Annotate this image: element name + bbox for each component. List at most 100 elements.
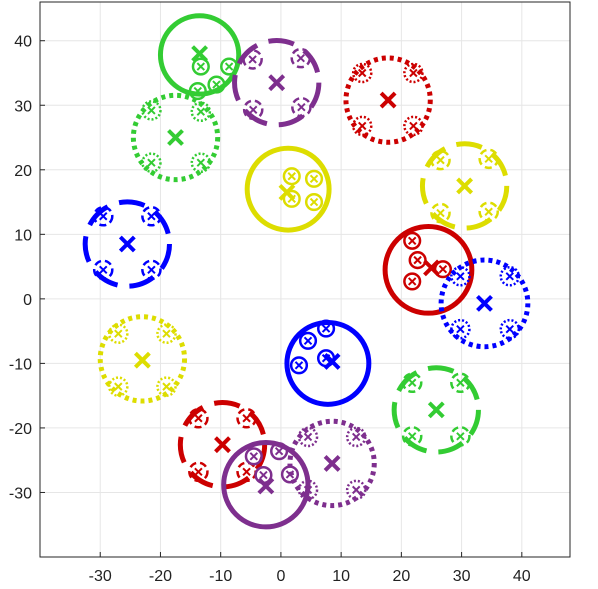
sub-center-marker-2 xyxy=(456,378,465,387)
x-tick-label-2: -10 xyxy=(209,568,232,585)
sub-center-marker-1 xyxy=(114,329,123,338)
sub-circle-2 xyxy=(403,62,424,84)
sub-center-marker-1 xyxy=(194,414,203,423)
sub-center-marker-1 xyxy=(456,272,465,281)
sub-circle-1 xyxy=(430,149,451,171)
sub-circle-3 xyxy=(282,189,301,208)
cluster-center-marker xyxy=(133,351,151,369)
sub-circle-4 xyxy=(478,201,499,223)
sub-center-marker-2 xyxy=(147,212,156,221)
sub-circle-2 xyxy=(304,169,324,188)
sub-center-marker-4 xyxy=(162,382,171,391)
cluster-3 xyxy=(343,55,433,145)
sub-circle-3 xyxy=(242,99,264,121)
sub-circle-1 xyxy=(282,167,301,186)
sub-center-marker-2 xyxy=(274,446,284,456)
cluster-10 xyxy=(97,314,188,404)
sub-circle-1 xyxy=(242,49,263,70)
sub-center-marker-4 xyxy=(351,485,361,495)
sub-center-marker-4 xyxy=(147,265,156,275)
sub-center-marker-1 xyxy=(303,336,313,346)
y-tick-label-2: -10 xyxy=(9,356,32,373)
cluster-center-marker xyxy=(257,477,275,495)
cluster-12 xyxy=(391,365,481,455)
sub-center-marker-4 xyxy=(505,324,514,334)
sub-circle-1 xyxy=(297,426,319,448)
sub-circle-3 xyxy=(450,318,471,340)
sub-circle-1 xyxy=(92,205,114,227)
sub-circle-1 xyxy=(244,447,263,466)
sub-circle-4 xyxy=(141,259,162,281)
y-axis-ticks: -30 -20 -10 0 10 20 30 40 xyxy=(9,34,45,502)
sub-center-marker-2 xyxy=(212,80,221,89)
sub-circle-4 xyxy=(156,376,177,397)
x-tick-label-1: -20 xyxy=(149,568,172,585)
sub-circle-2 xyxy=(270,442,289,461)
cluster-circle xyxy=(343,55,433,145)
cluster-center-marker xyxy=(323,353,341,370)
cluster-circle xyxy=(391,365,481,455)
cluster-5 xyxy=(244,145,332,233)
sub-center-marker-1 xyxy=(407,236,417,245)
y-tick-label-0: -30 xyxy=(9,485,32,502)
cluster-center-marker xyxy=(191,45,209,63)
sub-circle-4 xyxy=(188,81,207,101)
sub-circle-2 xyxy=(141,205,162,227)
sub-center-marker-4 xyxy=(193,86,203,96)
sub-circle-1 xyxy=(141,100,162,121)
sub-circle-1 xyxy=(191,57,210,76)
sub-center-marker-4 xyxy=(438,264,448,274)
cluster-2 xyxy=(232,38,322,128)
sub-center-marker-3 xyxy=(358,121,367,131)
grid-lines xyxy=(40,2,570,557)
cluster-circle xyxy=(97,314,188,404)
cluster-7 xyxy=(82,199,172,289)
sub-center-marker-3 xyxy=(224,62,234,71)
y-tick-label-3: 0 xyxy=(23,292,32,309)
cluster-circle xyxy=(438,257,531,350)
sub-center-marker-3 xyxy=(114,382,123,391)
sub-center-marker-3 xyxy=(248,105,258,114)
cluster-9 xyxy=(438,257,531,350)
sub-circle-4 xyxy=(450,426,471,447)
cluster-center-marker xyxy=(456,177,474,195)
sub-circle-3 xyxy=(351,115,373,137)
sub-circle-4 xyxy=(499,318,521,340)
y-tick-label-6: 30 xyxy=(14,98,32,115)
sub-circle-1 xyxy=(403,231,422,250)
sub-center-marker-1 xyxy=(407,378,417,387)
cluster-8 xyxy=(382,223,475,316)
sub-center-marker-1 xyxy=(358,68,367,78)
sub-circle-4 xyxy=(289,356,309,375)
sub-center-marker-4 xyxy=(294,361,304,370)
sub-center-marker-4 xyxy=(456,432,465,441)
cluster-circle xyxy=(82,199,172,289)
sub-circle-3 xyxy=(430,202,451,224)
sub-circle-1 xyxy=(298,331,318,350)
cluster-circle xyxy=(244,145,332,233)
sub-circle-1 xyxy=(450,265,471,287)
sub-center-marker-3 xyxy=(259,470,268,480)
sub-circle-2 xyxy=(236,407,257,429)
cluster-marks xyxy=(82,13,531,530)
sub-center-marker-3 xyxy=(407,432,417,441)
sub-center-marker-1 xyxy=(249,452,259,461)
sub-circle-4 xyxy=(280,465,300,484)
sub-center-marker-1 xyxy=(248,55,257,64)
sub-center-marker-2 xyxy=(296,53,305,63)
sub-circle-2 xyxy=(190,101,212,122)
x-tick-label-4: 10 xyxy=(332,568,350,585)
sub-center-marker-2 xyxy=(321,324,331,333)
sub-circle-2 xyxy=(499,265,521,287)
y-tick-label-1: -20 xyxy=(9,421,32,438)
sub-circle-4 xyxy=(403,115,424,137)
sub-center-marker-1 xyxy=(99,212,108,221)
sub-center-marker-2 xyxy=(162,329,171,338)
sub-circle-3 xyxy=(403,272,422,291)
sub-center-marker-2 xyxy=(196,107,206,116)
sub-center-marker-4 xyxy=(242,467,251,477)
sub-center-marker-3 xyxy=(407,277,417,286)
sub-center-marker-1 xyxy=(436,155,445,165)
sub-circle-3 xyxy=(108,376,129,397)
